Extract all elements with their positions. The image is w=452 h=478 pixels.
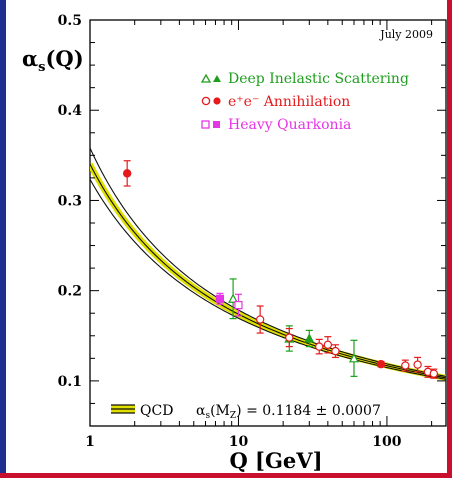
legend: Deep Inelastic Scattering e⁺e⁻ Annihilat…: [200, 71, 409, 133]
band-layer: [90, 147, 446, 381]
ee-point: [429, 369, 439, 378]
legend-hq-open-square: [201, 120, 210, 129]
qcd-band-lower-edge: [90, 179, 446, 380]
qcd-legend-label: QCD: [140, 403, 173, 419]
ee-point: [376, 359, 386, 369]
frame-bottom-border: [0, 473, 452, 478]
frame-right-border: [447, 0, 452, 478]
y-axis-title: αs(Q): [22, 46, 84, 75]
ee-point: [331, 346, 340, 356]
formula-sub2: Z: [230, 411, 236, 421]
dis-point: [304, 333, 315, 343]
qcd-band-upper-edge: [90, 147, 446, 377]
y-tick-label: 0.2: [58, 284, 82, 300]
legend-entry-quarkonia: Heavy Quarkonia: [201, 117, 351, 133]
formula-main: α: [196, 403, 206, 419]
ee-point: [413, 360, 422, 369]
y-axis-title-tail: (Q): [46, 46, 84, 71]
y-tick-label: 0.5: [58, 13, 82, 29]
legend-entry-dis: Deep Inelastic Scattering: [200, 71, 409, 87]
legend-entry-ee: e⁺e⁻ Annihilation: [201, 94, 350, 110]
formula-mid: (M: [210, 403, 230, 419]
legend-dis-open-triangle: [200, 73, 212, 83]
y-tick-label: 0.4: [58, 103, 83, 119]
y-axis-title-sub: s: [38, 60, 45, 75]
y-tick-label: 0.1: [58, 374, 82, 390]
legend-dis-label: Deep Inelastic Scattering: [228, 71, 409, 87]
y-axis-title-main: α: [22, 46, 38, 71]
axes-ticks: [89, 19, 446, 427]
dis-point: [348, 353, 359, 363]
y-tick-label: 0.3: [58, 193, 82, 209]
x-tick-label: 10: [229, 434, 249, 450]
qcd-legend-formula: αs(MZ) = 0.1184 ± 0.0007: [196, 403, 381, 421]
ee-point: [285, 333, 294, 342]
date-note: July 2009: [379, 28, 433, 41]
x-axis-title: Q [GeV]: [229, 448, 322, 473]
quarkonia-point: [234, 301, 243, 310]
legend-dis-filled-triangle: [213, 75, 221, 82]
legend-ee-filled-circle: [213, 97, 221, 105]
y-tick-labels: 0.1 0.2 0.3 0.4 0.5: [58, 13, 83, 390]
legend-ee-label: e⁺e⁻ Annihilation: [228, 94, 350, 110]
legend-ee-open-circle: [201, 96, 211, 106]
data-points: [122, 160, 439, 379]
x-tick-label: 1: [85, 434, 95, 450]
quarkonia-point: [215, 294, 225, 303]
qcd-legend: QCD αs(MZ) = 0.1184 ± 0.0007: [111, 403, 381, 421]
formula-sub: s: [205, 411, 210, 421]
formula-tail: ) = 0.1184 ± 0.0007: [236, 403, 381, 419]
ee-point: [323, 340, 333, 349]
legend-hq-label: Heavy Quarkonia: [228, 117, 351, 133]
dis-point: [228, 293, 239, 303]
x-tick-label: 100: [372, 434, 401, 450]
x-tick-labels: 1 10 100: [85, 434, 402, 450]
ee-point: [401, 361, 410, 370]
ee-point: [122, 169, 132, 178]
frame-left-border: [0, 0, 6, 478]
legend-hq-filled-square: [213, 121, 220, 128]
ee-point: [315, 342, 324, 351]
ee-point: [255, 315, 265, 324]
qcd-central-curve: [90, 163, 446, 379]
